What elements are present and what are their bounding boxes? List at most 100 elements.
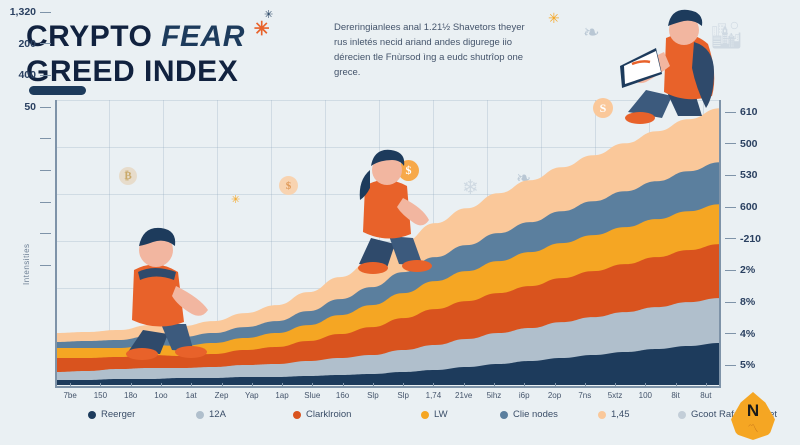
legend-color-dot (421, 410, 429, 419)
x-tick-mark-21 (705, 383, 707, 388)
x-tick-mark-12 (433, 383, 435, 388)
y-tick-right-5: 2% (721, 264, 755, 276)
y-tick-right-4: -210 (721, 233, 761, 245)
sparkle-icon: ✳ (253, 19, 271, 40)
x-tick-mark-10 (372, 383, 374, 388)
x-tick-mark-2 (130, 383, 132, 388)
y-tick-left-4 (36, 133, 55, 145)
x-tick-label-10: Slp (367, 391, 379, 400)
x-tick-label-7: 1ap (275, 391, 289, 400)
x-tick-mark-0 (70, 383, 72, 388)
x-tick-mark-3 (160, 383, 162, 388)
legend-item-1-45[interactable]: 1,45 (598, 409, 630, 420)
title-crypto: CRYPTO (26, 20, 153, 53)
badge-squiggle-icon: 〽 (747, 423, 759, 435)
y-tick-left-6 (36, 196, 55, 208)
y-tick-left-7 (36, 228, 55, 240)
x-tick-label-0: 7be (63, 391, 77, 400)
x-tick-mark-1 (100, 383, 102, 388)
x-tick-label-18: 5xtz (607, 391, 623, 400)
x-tick-label-1: 150 (93, 391, 108, 400)
legend-color-dot (88, 410, 96, 419)
x-tick-label-11: Slp (397, 391, 409, 400)
x-axis-ticks: 7be 150 18o 1oo 1at Zep Yap 1ap Slue 16o Slp Slp 1,7… (55, 383, 721, 406)
legend-label: 12A (209, 409, 226, 420)
x-tick-mark-11 (403, 383, 405, 388)
x-tick-mark-6 (251, 383, 253, 388)
y-tick-left-5 (36, 164, 55, 176)
legend-color-dot (678, 410, 686, 419)
x-tick-label-8: Slue (304, 391, 321, 400)
x-tick-label-13: 21ve (454, 391, 473, 400)
legend-item-clie-nodes[interactable]: Clie nodes (500, 409, 558, 420)
x-tick-label-2: 18o (123, 391, 138, 400)
x-tick-mark-4 (191, 383, 193, 388)
x-tick-mark-5 (221, 383, 223, 388)
x-tick-label-12: 1,74 (425, 391, 442, 400)
x-tick-label-9: 16o (335, 391, 350, 400)
description-paragraph: Dereringianlees anal 1.21½ Shavetors the… (334, 22, 525, 78)
x-tick-mark-8 (312, 383, 314, 388)
y-tick-right-2: 530 (721, 169, 758, 181)
badge-letter: N (746, 401, 760, 420)
x-tick-mark-9 (342, 383, 344, 388)
x-tick-label-21: 8ut (700, 391, 712, 400)
x-tick-label-14: 5ihz (486, 391, 502, 400)
x-tick-mark-19 (645, 383, 647, 388)
legend-color-dot (293, 410, 301, 419)
legend-item-clarklroion[interactable]: Clarklroion (293, 409, 351, 420)
legend-item-lw[interactable]: LW (421, 409, 448, 420)
legend-label: 1,45 (611, 409, 630, 420)
area-series-group (55, 108, 720, 385)
title-fear: FEAR (161, 20, 245, 53)
y-tick-left-3: 50 (24, 101, 55, 113)
x-tick-label-4: 1at (185, 391, 197, 400)
page-title: CRYPTO FEAR ✳ GREED INDEX (26, 12, 270, 89)
y-tick-right-3: 600 (721, 201, 758, 213)
city-icon: 🏙 (710, 20, 744, 50)
x-tick-mark-14 (493, 383, 495, 388)
y-axis-right-line (719, 100, 721, 387)
x-tick-mark-20 (675, 383, 677, 388)
legend-color-dot (500, 410, 508, 419)
legend-item-reerger[interactable]: Reerger (88, 409, 135, 420)
legend-label: Clie nodes (513, 409, 558, 420)
chart-legend: Reerger 12A Clarklroion LW Clie nodes 1,45 Gco… (88, 409, 777, 431)
y-axis-left-ticks: 1,320 200 400 50 (0, 0, 55, 285)
brand-badge[interactable]: N 〽 (731, 392, 775, 440)
area-band-reerger (55, 343, 720, 385)
x-tick-label-3: 1oo (154, 391, 168, 400)
x-tick-mark-17 (584, 383, 586, 388)
x-tick-label-5: Zep (214, 391, 229, 400)
x-tick-label-16: 2op (547, 391, 562, 400)
title-line-2: GREED INDEX (26, 55, 239, 88)
y-axis-title: Intensities (22, 243, 31, 285)
title-underline (29, 86, 86, 95)
y-tick-right-7: 4% (721, 328, 755, 340)
y-axis-right-ticks: 610 500 530 600 -210 2% 8% 4% 5% (721, 100, 799, 385)
x-tick-label-15: i6p (518, 391, 530, 400)
x-tick-mark-13 (463, 383, 465, 388)
x-tick-mark-16 (554, 383, 556, 388)
legend-label: Clarklroion (306, 409, 352, 420)
title-line-1: CRYPTO FEAR ✳ (26, 12, 270, 54)
stacked-area-chart (55, 100, 720, 385)
x-tick-mark-15 (524, 383, 526, 388)
y-axis-left-line (55, 100, 57, 387)
legend-color-dot (598, 410, 606, 419)
y-tick-left-0: 1,320 (10, 6, 55, 18)
y-tick-right-6: 8% (721, 296, 755, 308)
leaf-icon-2: ❧ (583, 22, 600, 44)
legend-label: LW (434, 409, 448, 420)
x-tick-label-20: 8it (671, 391, 680, 400)
legend-item-12a[interactable]: 12A (196, 409, 226, 420)
sparkle-icon-2: ✳ (548, 10, 560, 26)
y-tick-left-2: 400 (18, 69, 55, 81)
x-tick-mark-7 (282, 383, 284, 388)
x-tick-label-19: 100 (638, 391, 652, 400)
y-tick-right-8: 5% (721, 359, 755, 371)
x-tick-label-17: 7ns (578, 391, 592, 400)
x-tick-mark-18 (615, 383, 617, 388)
y-tick-left-8 (36, 259, 55, 271)
